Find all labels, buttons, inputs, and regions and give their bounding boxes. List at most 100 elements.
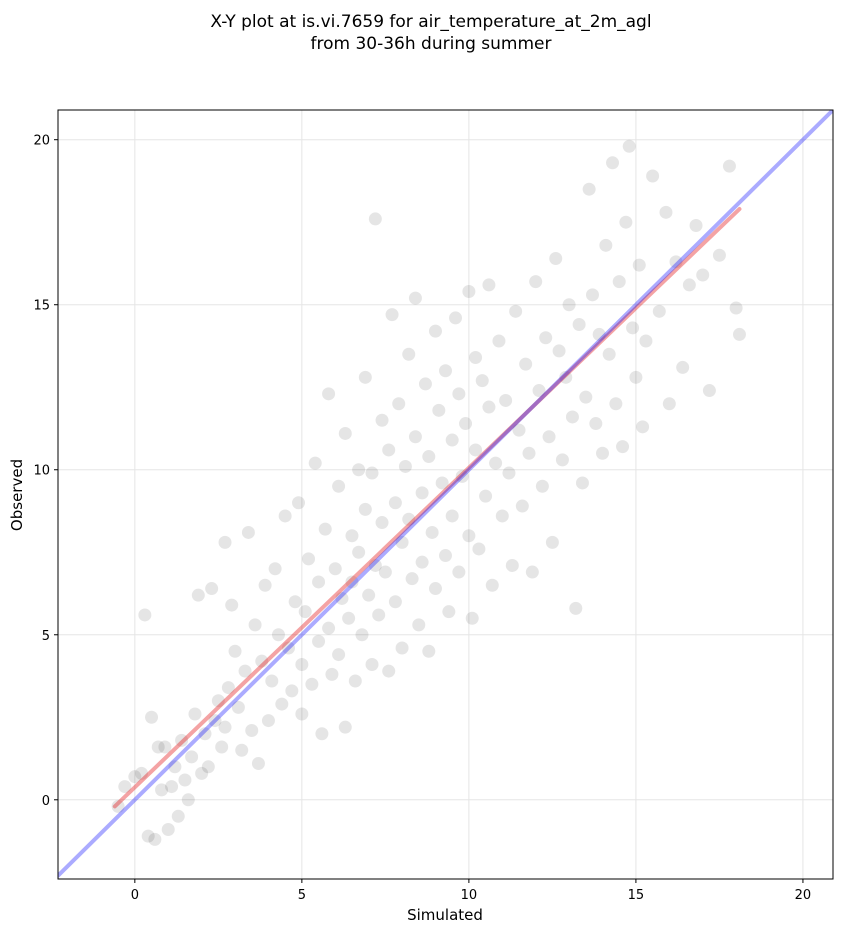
data-point-71 [342,611,356,625]
data-point-152 [545,535,559,549]
data-point-106 [418,377,432,391]
data-point-97 [398,459,412,473]
data-point-167 [596,446,610,460]
data-point-62 [322,387,336,401]
data-point-45 [271,628,285,642]
data-point-47 [278,509,292,523]
data-point-7 [148,832,162,846]
data-point-86 [375,413,389,427]
data-point-85 [372,608,386,622]
y-axis-label: Observed [8,459,26,531]
data-point-188 [689,219,703,233]
data-point-143 [515,499,529,513]
data-point-137 [495,509,509,523]
data-point-28 [218,535,232,549]
data-point-118 [445,509,459,523]
data-point-41 [258,578,272,592]
data-point-76 [352,545,366,559]
data-point-135 [489,456,503,470]
data-point-125 [462,529,476,543]
data-point-38 [248,618,262,632]
data-point-65 [328,562,342,576]
data-point-80 [362,588,376,602]
data-point-141 [509,304,523,318]
data-point-16 [178,773,192,787]
data-point-33 [231,700,245,714]
data-point-60 [315,727,329,741]
data-point-49 [285,684,299,698]
y-tick-label-3: 15 [33,299,50,314]
data-point-131 [479,489,493,503]
data-point-126 [465,611,479,625]
data-point-58 [312,634,326,648]
data-point-111 [428,582,442,596]
data-point-77 [355,628,369,642]
data-point-56 [305,677,319,691]
data-point-10 [158,740,172,754]
data-point-182 [652,304,666,318]
data-point-79 [358,502,372,516]
data-point-95 [395,535,409,549]
data-point-123 [459,417,473,431]
data-point-9 [155,783,169,797]
plot-frame [57,109,834,880]
data-point-42 [261,714,275,728]
data-point-39 [251,756,265,770]
data-point-26 [211,694,225,708]
data-point-36 [241,525,255,539]
data-point-96 [395,641,409,655]
x-tick-label-2: 10 [461,888,478,903]
data-point-127 [469,351,483,365]
data-point-192 [722,159,736,173]
data-point-168 [599,238,613,252]
data-point-146 [525,565,539,579]
data-point-160 [572,318,586,332]
data-point-15 [175,733,189,747]
fit-lines [58,110,833,878]
data-point-162 [579,390,593,404]
data-point-12 [165,780,179,794]
data-point-176 [626,321,640,335]
data-point-132 [482,278,496,292]
data-point-187 [682,278,696,292]
data-point-103 [412,618,426,632]
data-point-150 [539,331,553,345]
data-point-124 [462,285,476,299]
grid-lines [58,110,833,879]
data-point-136 [492,334,506,348]
data-point-78 [358,370,372,384]
data-point-1 [118,780,132,794]
data-point-51 [292,496,306,510]
data-point-72 [345,529,359,543]
data-point-54 [298,605,312,619]
data-point-189 [696,268,710,282]
data-point-120 [452,387,466,401]
data-point-156 [559,370,573,384]
data-point-113 [435,476,449,490]
data-point-19 [188,707,202,721]
data-point-82 [365,466,379,480]
data-point-157 [562,298,576,312]
data-point-61 [318,522,332,536]
data-point-166 [592,327,606,341]
data-point-175 [622,139,636,153]
data-point-140 [505,558,519,572]
data-point-116 [442,605,456,619]
data-point-24 [205,582,219,596]
data-point-90 [382,443,396,457]
data-point-6 [145,710,159,724]
data-point-17 [181,793,195,807]
data-point-4 [138,608,152,622]
data-point-92 [388,496,402,510]
data-point-94 [392,397,406,411]
data-point-180 [639,334,653,348]
data-point-147 [529,275,543,289]
data-point-70 [338,720,352,734]
data-point-158 [565,410,579,424]
data-point-22 [198,727,212,741]
data-point-130 [475,374,489,388]
data-point-64 [325,667,339,681]
data-point-109 [425,525,439,539]
data-point-50 [288,595,302,609]
data-point-191 [712,248,726,262]
